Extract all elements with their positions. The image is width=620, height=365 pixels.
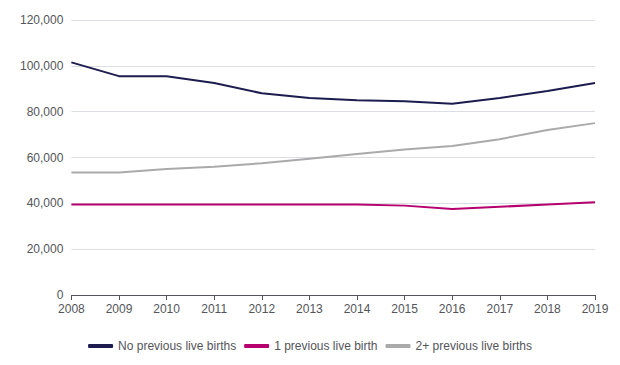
svg-text:2019: 2019	[582, 302, 609, 316]
svg-text:No previous live births: No previous live births	[118, 339, 236, 353]
svg-text:2010: 2010	[153, 302, 180, 316]
svg-text:2011: 2011	[201, 302, 227, 316]
svg-text:60,000: 60,000	[27, 151, 64, 165]
svg-text:2016: 2016	[439, 302, 466, 316]
svg-text:20,000: 20,000	[27, 242, 64, 256]
svg-text:2+ previous live births: 2+ previous live births	[416, 339, 532, 353]
svg-text:1 previous live birth: 1 previous live birth	[274, 339, 377, 353]
svg-text:2012: 2012	[248, 302, 275, 316]
svg-text:100,000: 100,000	[20, 59, 64, 73]
svg-text:80,000: 80,000	[27, 105, 64, 119]
svg-text:120,000: 120,000	[20, 13, 64, 27]
svg-text:2018: 2018	[534, 302, 561, 316]
svg-text:2013: 2013	[296, 302, 323, 316]
svg-text:2014: 2014	[344, 302, 371, 316]
svg-text:2017: 2017	[486, 302, 513, 316]
svg-text:40,000: 40,000	[27, 196, 64, 210]
svg-text:2008: 2008	[58, 302, 85, 316]
svg-text:0: 0	[57, 288, 64, 302]
svg-text:2015: 2015	[391, 302, 418, 316]
svg-text:2009: 2009	[106, 302, 133, 316]
